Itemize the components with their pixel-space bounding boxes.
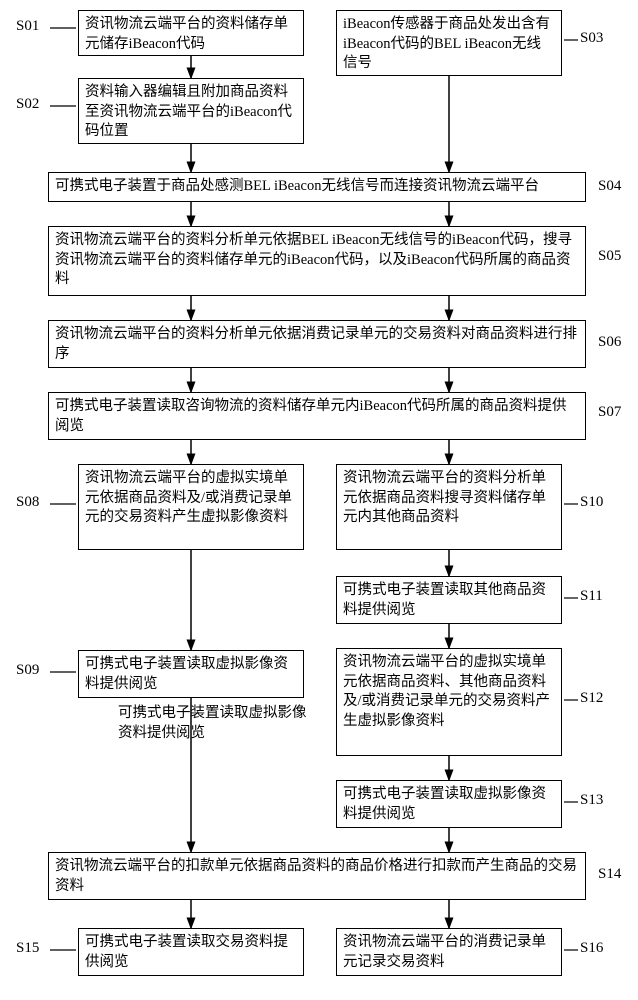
step-s09-text: 可携式电子装置读取虚拟影像资料提供阅览: [85, 656, 288, 692]
step-s10-text: 资讯物流云端平台的资料分析单元依据商品资料搜寻资料储存单元内其他商品资料: [343, 470, 546, 525]
step-s14-text: 资讯物流云端平台的扣款单元依据商品资料的商品价格进行扣款而产生商品的交易资料: [55, 858, 577, 894]
step-s06-box: 资讯物流云端平台的资料分析单元依据消费记录单元的交易资料对商品资料进行排序: [48, 320, 586, 368]
label-s03: S03: [580, 30, 603, 47]
step-s08-box: 资讯物流云端平台的虚拟实境单元依据商品资料及/或消费记录单元的交易资料产生虚拟影…: [78, 464, 304, 550]
flowchart-canvas: 资讯物流云端平台的资料储存单元储存iBeacon代码 资料输入器编辑且附加商品资…: [0, 0, 638, 1000]
step-s11-box: 可携式电子装置读取其他商品资料提供阅览: [336, 576, 562, 624]
step-s06-text: 资讯物流云端平台的资料分析单元依据消费记录单元的交易资料对商品资料进行排序: [55, 326, 577, 362]
step-s03-box: iBeacon传感器于商品处发出含有iBeacon代码的BEL iBeacon无…: [336, 10, 562, 76]
step-s05-box: 资讯物流云端平台的资料分析单元依据BEL iBeacon无线信号的iBeacon…: [48, 226, 586, 296]
label-s13: S13: [580, 792, 603, 809]
label-s10: S10: [580, 494, 603, 511]
label-s15: S15: [16, 940, 39, 957]
label-s06: S06: [598, 334, 621, 351]
step-s01-box: 资讯物流云端平台的资料储存单元储存iBeacon代码: [78, 10, 304, 56]
step-s02-text: 资料输入器编辑且附加商品资料至资讯物流云端平台的iBeacon代码位置: [85, 84, 292, 139]
label-s14: S14: [598, 866, 621, 883]
step-s07-text: 可携式电子装置读取咨询物流的资料储存单元内iBeacon代码所属的商品资料提供阅…: [55, 398, 567, 434]
step-s01-text: 资讯物流云端平台的资料储存单元储存iBeacon代码: [85, 16, 288, 52]
step-s05-text: 资讯物流云端平台的资料分析单元依据BEL iBeacon无线信号的iBeacon…: [55, 232, 572, 287]
label-s16: S16: [580, 940, 603, 957]
step-s14-box: 资讯物流云端平台的扣款单元依据商品资料的商品价格进行扣款而产生商品的交易资料: [48, 852, 586, 900]
step-s03-text: iBeacon传感器于商品处发出含有iBeacon代码的BEL iBeacon无…: [343, 16, 550, 71]
label-s07: S07: [598, 404, 621, 421]
step-s07-box: 可携式电子装置读取咨询物流的资料储存单元内iBeacon代码所属的商品资料提供阅…: [48, 392, 586, 440]
step-s02-box: 资料输入器编辑且附加商品资料至资讯物流云端平台的iBeacon代码位置: [78, 78, 304, 144]
label-s12: S12: [580, 690, 603, 707]
step-s16-box: 资讯物流云端平台的消费记录单元记录交易资料: [336, 928, 562, 976]
step-s16-text: 资讯物流云端平台的消费记录单元记录交易资料: [343, 934, 546, 970]
step-s11-text: 可携式电子装置读取其他商品资料提供阅览: [343, 582, 546, 618]
step-s09-extra-text: 可携式电子装置读取虚拟影像资料提供阅览: [118, 704, 318, 743]
label-s11: S11: [580, 588, 603, 605]
step-s10-box: 资讯物流云端平台的资料分析单元依据商品资料搜寻资料储存单元内其他商品资料: [336, 464, 562, 550]
label-s05: S05: [598, 248, 621, 265]
step-s15-text: 可携式电子装置读取交易资料提供阅览: [85, 934, 288, 970]
step-s13-box: 可携式电子装置读取虚拟影像资料提供阅览: [336, 780, 562, 828]
label-s08: S08: [16, 494, 39, 511]
label-s04: S04: [598, 178, 621, 195]
step-s15-box: 可携式电子装置读取交易资料提供阅览: [78, 928, 304, 976]
step-s04-text: 可携式电子装置于商品处感测BEL iBeacon无线信号而连接资讯物流云端平台: [55, 178, 539, 194]
step-s13-text: 可携式电子装置读取虚拟影像资料提供阅览: [343, 786, 546, 822]
label-s09: S09: [16, 662, 39, 679]
step-s08-text: 资讯物流云端平台的虚拟实境单元依据商品资料及/或消费记录单元的交易资料产生虚拟影…: [85, 470, 292, 525]
step-s12-box: 资讯物流云端平台的虚拟实境单元依据商品资料、其他商品资料及/或消费记录单元的交易…: [336, 648, 562, 756]
step-s12-text: 资讯物流云端平台的虚拟实境单元依据商品资料、其他商品资料及/或消费记录单元的交易…: [343, 654, 550, 729]
step-s04-box: 可携式电子装置于商品处感测BEL iBeacon无线信号而连接资讯物流云端平台: [48, 172, 586, 202]
step-s09-box: 可携式电子装置读取虚拟影像资料提供阅览: [78, 650, 304, 698]
label-s01: S01: [16, 18, 39, 35]
label-s02: S02: [16, 96, 39, 113]
